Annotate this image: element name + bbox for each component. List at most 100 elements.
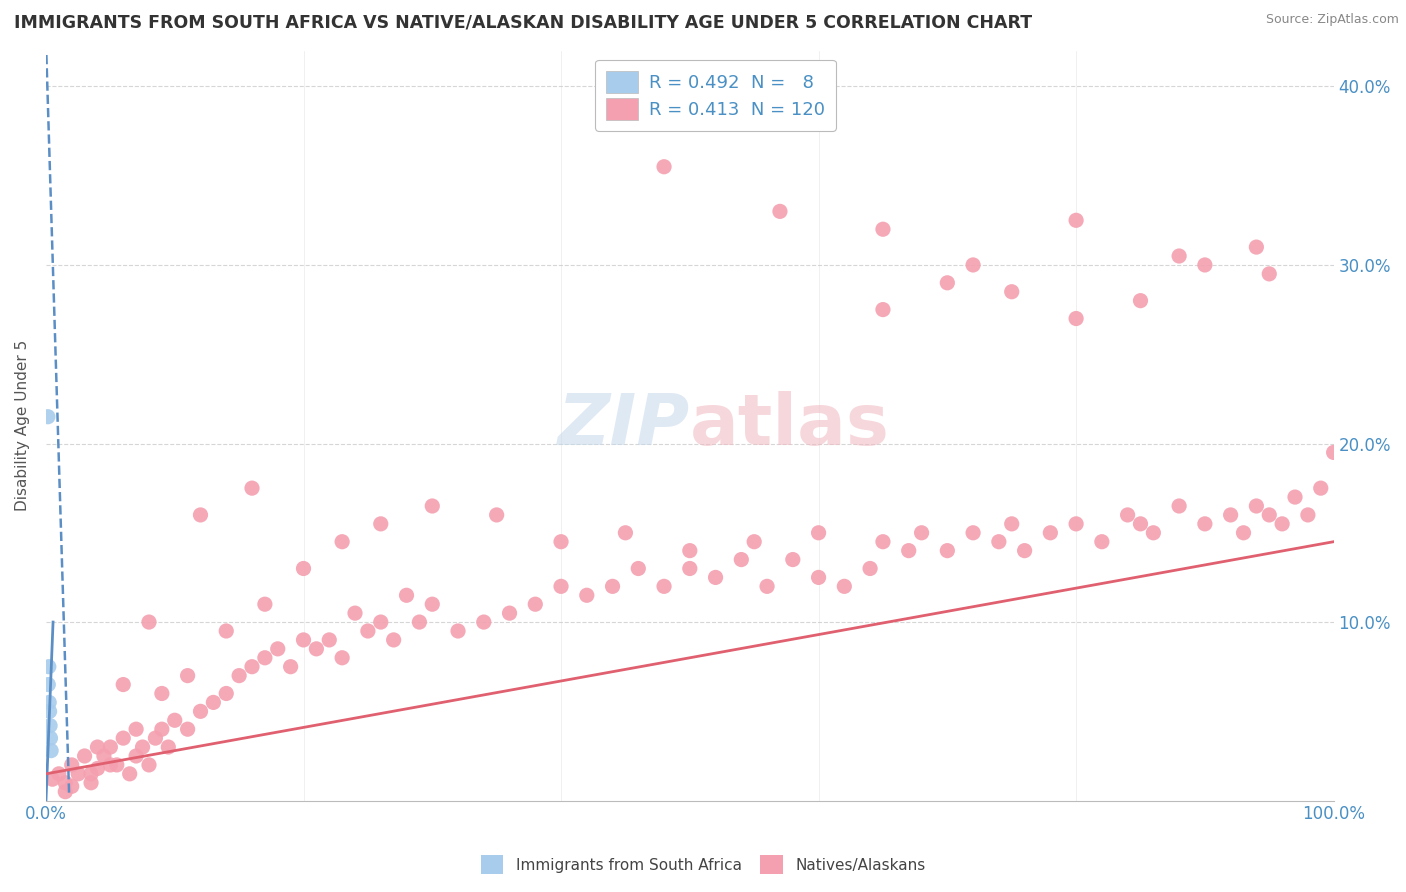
Point <box>253 597 276 611</box>
Point <box>112 677 135 691</box>
Point <box>472 615 495 629</box>
Point <box>962 525 984 540</box>
Text: IMMIGRANTS FROM SOUTH AFRICA VS NATIVE/ALASKAN DISABILITY AGE UNDER 5 CORRELATIO: IMMIGRANTS FROM SOUTH AFRICA VS NATIVE/A… <box>14 13 1032 31</box>
Point <box>267 641 290 656</box>
Point <box>80 776 103 790</box>
Point <box>1001 516 1024 531</box>
Legend: Immigrants from South Africa, Natives/Alaskans: Immigrants from South Africa, Natives/Al… <box>474 849 932 880</box>
Point <box>125 749 148 764</box>
Point <box>962 258 984 272</box>
Point <box>41 772 63 787</box>
Point <box>150 722 173 736</box>
Point <box>769 204 792 219</box>
Point <box>1246 499 1268 513</box>
Point <box>872 534 894 549</box>
Point <box>408 615 430 629</box>
Point <box>38 695 60 709</box>
Point <box>112 731 135 745</box>
Point <box>280 659 302 673</box>
Point <box>395 588 418 602</box>
Point <box>910 525 932 540</box>
Point <box>118 767 141 781</box>
Point <box>756 579 779 593</box>
Point <box>357 624 380 638</box>
Point <box>1258 508 1281 522</box>
Point <box>807 570 830 584</box>
Point <box>370 516 392 531</box>
Point <box>1296 508 1319 522</box>
Point <box>485 508 508 522</box>
Point <box>1271 516 1294 531</box>
Text: ZIP: ZIP <box>558 392 690 460</box>
Point <box>1064 311 1087 326</box>
Point <box>730 552 752 566</box>
Point <box>330 650 353 665</box>
Point <box>936 276 959 290</box>
Point <box>498 606 520 620</box>
Point <box>807 525 830 540</box>
Point <box>1129 516 1152 531</box>
Point <box>131 740 153 755</box>
Point <box>1194 516 1216 531</box>
Point <box>575 588 598 602</box>
Point <box>382 632 405 647</box>
Text: Source: ZipAtlas.com: Source: ZipAtlas.com <box>1265 13 1399 27</box>
Point <box>1064 516 1087 531</box>
Point <box>834 579 856 593</box>
Point <box>1039 525 1062 540</box>
Point <box>550 579 572 593</box>
Point <box>872 302 894 317</box>
Point <box>1001 285 1024 299</box>
Point <box>679 543 702 558</box>
Point <box>39 718 62 732</box>
Point <box>215 686 238 700</box>
Point <box>897 543 920 558</box>
Point <box>176 668 198 682</box>
Point <box>1091 534 1114 549</box>
Point <box>67 767 90 781</box>
Point <box>292 561 315 575</box>
Point <box>872 222 894 236</box>
Point <box>39 744 62 758</box>
Point <box>98 740 121 755</box>
Point <box>704 570 727 584</box>
Point <box>240 481 263 495</box>
Point <box>1323 445 1346 459</box>
Point <box>1258 267 1281 281</box>
Legend: R = 0.492  N =   8, R = 0.413  N = 120: R = 0.492 N = 8, R = 0.413 N = 120 <box>595 60 837 131</box>
Point <box>420 499 443 513</box>
Point <box>105 758 128 772</box>
Point <box>157 740 180 755</box>
Point <box>1232 525 1254 540</box>
Point <box>253 650 276 665</box>
Point <box>38 659 60 673</box>
Point <box>37 409 59 424</box>
Point <box>240 659 263 673</box>
Point <box>1194 258 1216 272</box>
Point <box>145 731 167 745</box>
Point <box>859 561 882 575</box>
Point <box>1309 481 1331 495</box>
Point <box>138 615 160 629</box>
Point <box>163 713 186 727</box>
Point <box>343 606 366 620</box>
Point <box>652 160 675 174</box>
Y-axis label: Disability Age Under 5: Disability Age Under 5 <box>15 340 30 511</box>
Point <box>138 758 160 772</box>
Point <box>318 632 340 647</box>
Point <box>330 534 353 549</box>
Point <box>627 561 650 575</box>
Point <box>150 686 173 700</box>
Point <box>215 624 238 638</box>
Point <box>370 615 392 629</box>
Point <box>305 641 328 656</box>
Point <box>53 776 76 790</box>
Point <box>60 758 83 772</box>
Point <box>447 624 470 638</box>
Point <box>936 543 959 558</box>
Point <box>1219 508 1241 522</box>
Point <box>80 767 103 781</box>
Point <box>292 632 315 647</box>
Point <box>1142 525 1164 540</box>
Text: atlas: atlas <box>690 392 890 460</box>
